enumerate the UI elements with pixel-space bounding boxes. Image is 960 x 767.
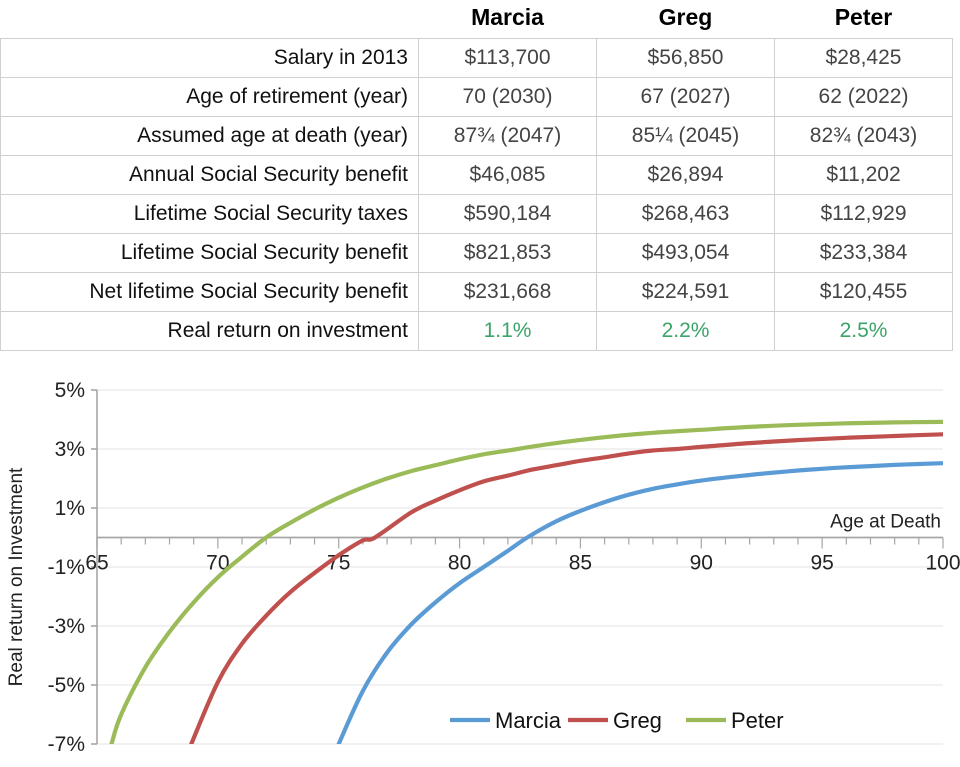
y-axis-tick-label: 3%	[55, 438, 85, 461]
y-axis-tick-label: 5%	[55, 379, 85, 402]
table-cell: 67 (2027)	[596, 77, 775, 117]
table-cell: $56,850	[596, 38, 775, 78]
x-axis-tick-label: 90	[690, 552, 713, 575]
table-cell: $112,929	[774, 194, 953, 234]
table-row: Annual Social Security benefit $46,085 $26…	[0, 155, 953, 195]
y-axis-tick-label: 1%	[55, 497, 85, 520]
roi-line-chart-container: 5% 3% 1% -1% -3% -5% -7% 65 70 75 80 85 90 95 100 Age a…	[0, 348, 960, 767]
table-cell: 1.1%	[418, 311, 597, 351]
legend-label-peter: Peter	[731, 708, 784, 733]
table-row: Lifetime Social Security benefit $821,853…	[0, 233, 953, 273]
table-row-label: Age of retirement (year)	[0, 77, 419, 117]
y-axis-tick-label: -5%	[48, 674, 85, 697]
y-axis-tick-label: -3%	[48, 615, 85, 638]
x-axis-tick-label: 80	[448, 552, 471, 575]
table-row-label: Lifetime Social Security taxes	[0, 194, 419, 234]
x-axis-tick-label: 100	[925, 552, 960, 575]
table-cell: 2.2%	[596, 311, 775, 351]
legend-label-marcia: Marcia	[495, 708, 562, 733]
table-row-label: Annual Social Security benefit	[0, 155, 419, 195]
table-cell: $26,894	[596, 155, 775, 195]
table-header-blank	[1, 0, 419, 39]
table-cell: $493,054	[596, 233, 775, 273]
y-axis-tick-label: -1%	[48, 556, 85, 579]
table-cell: $46,085	[418, 155, 597, 195]
table-cell: 2.5%	[774, 311, 953, 351]
series-line-greg	[189, 432, 943, 744]
table-cell: 70 (2030)	[418, 77, 597, 117]
comparison-table-container: Marcia Greg Peter Salary in 2013 $113,700…	[0, 0, 960, 351]
table-row: Lifetime Social Security taxes $590,184 $2…	[0, 194, 953, 234]
table-header: Marcia Greg Peter	[1, 0, 953, 39]
table-cell: $233,384	[774, 233, 953, 273]
table-cell: $113,700	[418, 38, 597, 78]
y-axis-tick-label: -7%	[48, 733, 85, 756]
table-header-marcia: Marcia	[471, 4, 544, 30]
table-cell: $120,455	[774, 272, 953, 312]
table-cell: $590,184	[418, 194, 597, 234]
table-cell: 85¼ (2045)	[596, 116, 775, 156]
table-row-label: Salary in 2013	[0, 38, 419, 78]
x-axis-tick-label: 70	[206, 552, 229, 575]
table-row: Assumed age at death (year) 87¾ (2047) 85¼…	[0, 116, 953, 156]
table-cell: $821,853	[418, 233, 597, 273]
series-group	[109, 419, 943, 744]
social-security-comparison-table: Marcia Greg Peter Salary in 2013 $113,700…	[0, 0, 953, 351]
table-body: Salary in 2013 $113,700 $56,850 $28,425 Age …	[0, 38, 953, 351]
table-row-label: Lifetime Social Security benefit	[0, 233, 419, 273]
table-header-greg: Greg	[658, 4, 713, 30]
series-line-peter	[109, 419, 943, 744]
chart-legend: Marcia Greg Peter	[450, 708, 784, 733]
x-axis-tick-label: 65	[85, 552, 108, 575]
table-cell: $224,591	[596, 272, 775, 312]
table-cell: 87¾ (2047)	[418, 116, 597, 156]
y-axis-title: Real return on Investment	[6, 467, 27, 686]
table-cell: $231,668	[418, 272, 597, 312]
table-header-row: Marcia Greg Peter	[1, 0, 953, 39]
series-line-marcia	[336, 461, 943, 744]
table-row-label: Assumed age at death (year)	[0, 116, 419, 156]
table-row: Salary in 2013 $113,700 $56,850 $28,425	[0, 38, 953, 78]
table-row-label: Net lifetime Social Security benefit	[0, 272, 419, 312]
table-cell: $268,463	[596, 194, 775, 234]
x-axis-tick-label: 85	[569, 552, 592, 575]
table-cell: 82¾ (2043)	[774, 116, 953, 156]
legend-label-greg: Greg	[613, 708, 662, 733]
table-row: Net lifetime Social Security benefit $231…	[0, 272, 953, 312]
table-cell: $11,202	[774, 155, 953, 195]
table-cell: 62 (2022)	[774, 77, 953, 117]
table-header-peter: Peter	[834, 4, 893, 30]
table-cell: $28,425	[774, 38, 953, 78]
table-row-label: Real return on investment	[0, 311, 419, 351]
x-axis-title: Age at Death	[830, 512, 941, 533]
table-row: Real return on investment 1.1% 2.2% 2.5%	[0, 311, 953, 351]
x-axis-tick-label: 95	[810, 552, 833, 575]
table-row: Age of retirement (year) 70 (2030) 67 (202…	[0, 77, 953, 117]
